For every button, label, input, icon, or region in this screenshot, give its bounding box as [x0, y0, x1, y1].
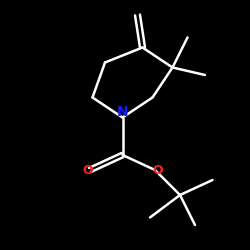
Text: O: O	[82, 164, 93, 176]
Text: N: N	[117, 105, 128, 119]
Text: O: O	[152, 164, 163, 176]
